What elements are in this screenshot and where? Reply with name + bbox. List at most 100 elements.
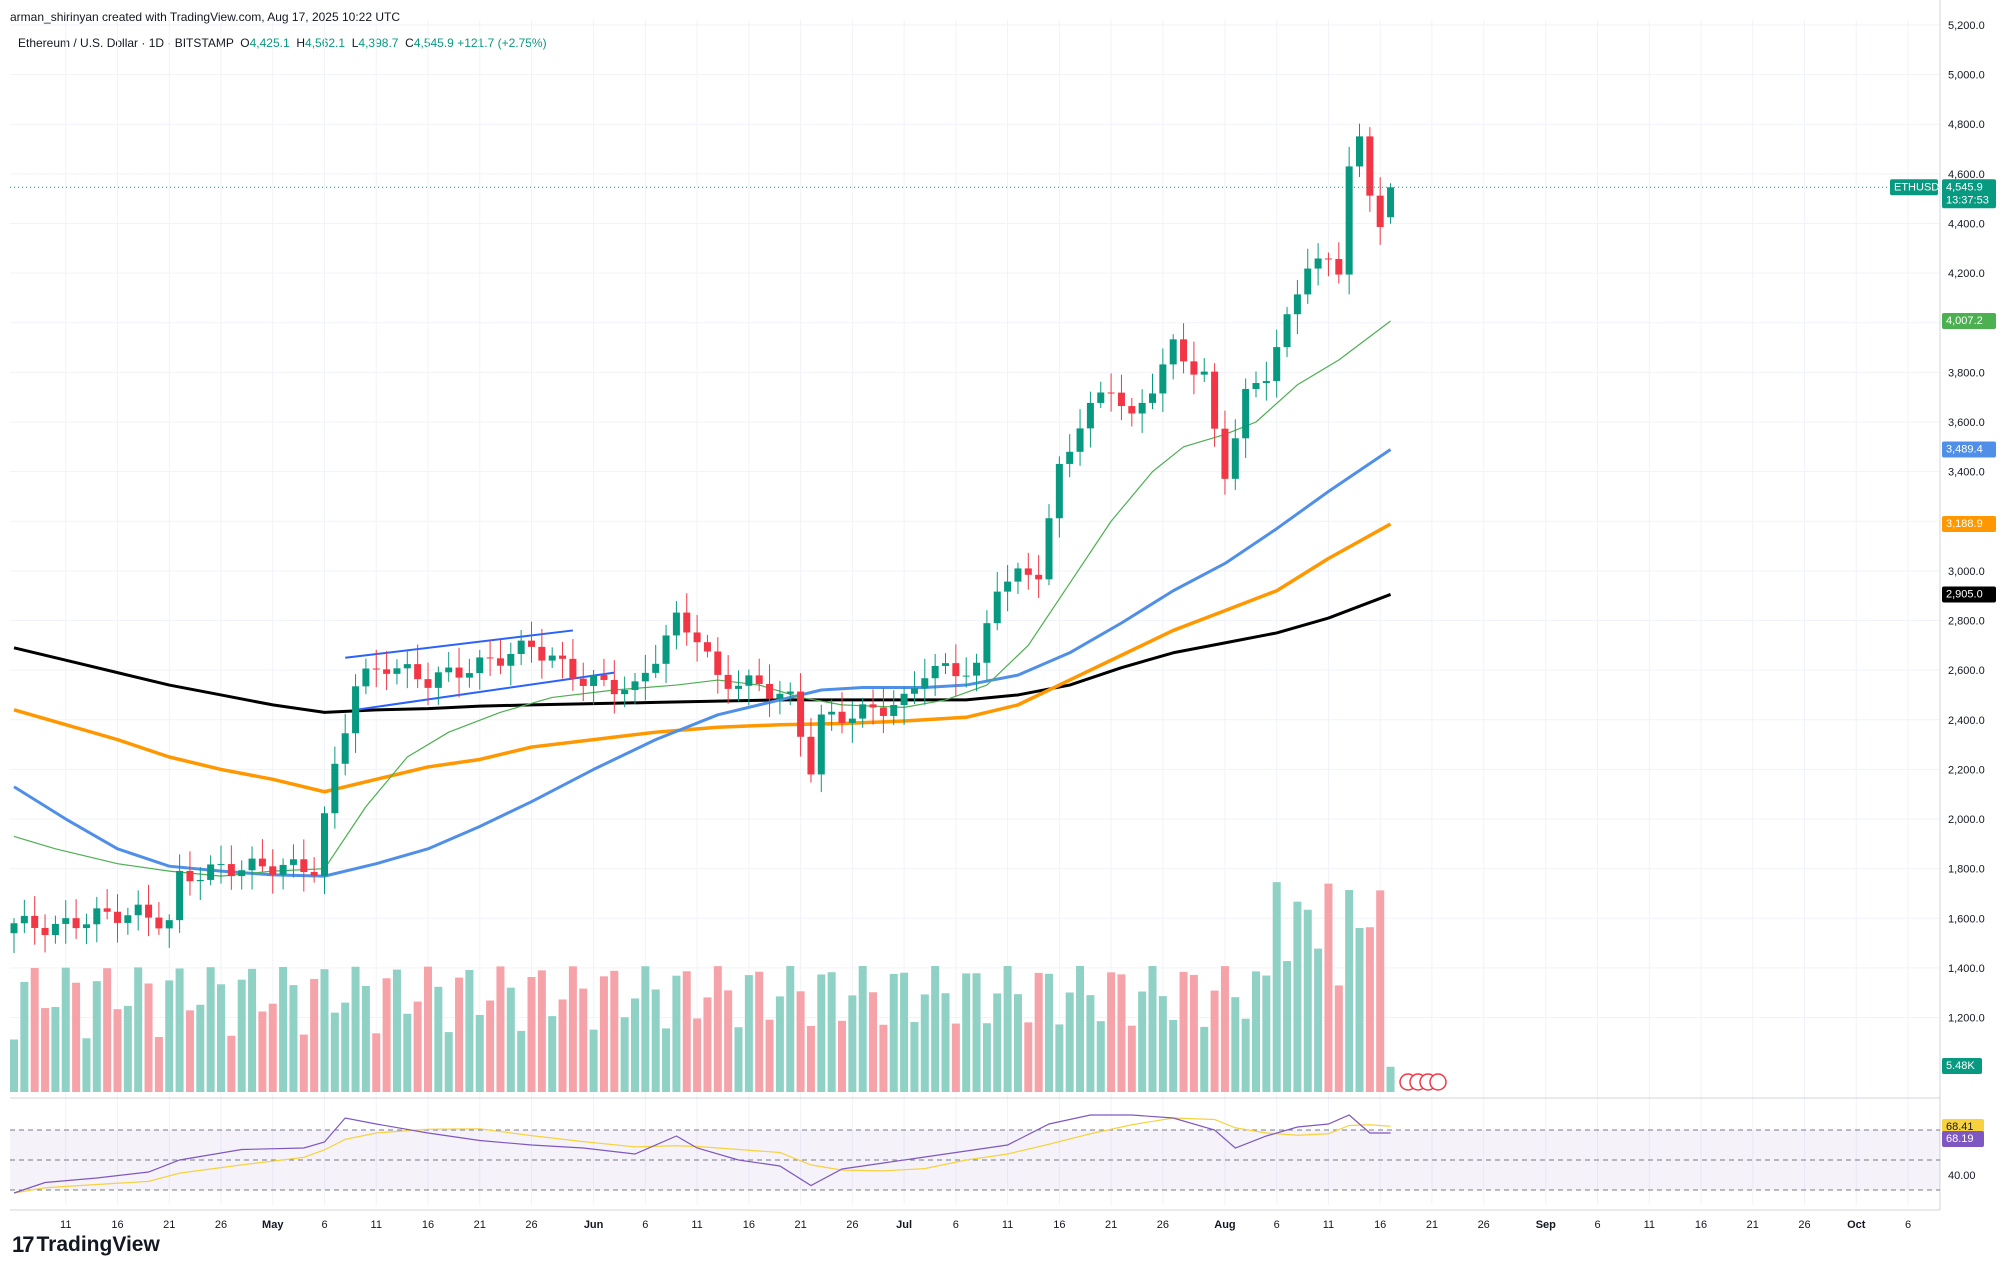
candle-body[interactable]: [341, 733, 349, 764]
candle-body[interactable]: [1335, 259, 1343, 275]
candle-body[interactable]: [1014, 568, 1022, 582]
candle-body[interactable]: [838, 711, 846, 723]
candle-body[interactable]: [114, 911, 121, 923]
candle-body[interactable]: [1128, 406, 1136, 414]
candle-body[interactable]: [424, 679, 432, 688]
candle-body[interactable]: [1149, 393, 1156, 403]
candle-body[interactable]: [82, 924, 90, 929]
candle-body[interactable]: [1345, 166, 1353, 275]
candle-body[interactable]: [900, 693, 908, 706]
candle-body[interactable]: [145, 904, 153, 918]
candle-body[interactable]: [227, 864, 235, 877]
candle-body[interactable]: [1097, 392, 1105, 403]
trendline-1[interactable]: [345, 629, 574, 659]
candle-body[interactable]: [1356, 136, 1363, 167]
candle-body[interactable]: [465, 673, 473, 678]
candle-body[interactable]: [383, 669, 391, 674]
candle-body[interactable]: [517, 640, 525, 654]
candle-body[interactable]: [848, 718, 856, 723]
candle-body[interactable]: [714, 651, 722, 675]
candle-body[interactable]: [1004, 581, 1012, 592]
candle-body[interactable]: [1024, 568, 1032, 575]
candle-body[interactable]: [538, 646, 546, 661]
candle-body[interactable]: [1387, 187, 1395, 218]
candle-body[interactable]: [1283, 314, 1291, 348]
candle-body[interactable]: [321, 813, 328, 876]
candle-body[interactable]: [1045, 518, 1053, 580]
candle-body[interactable]: [786, 691, 794, 694]
candle-body[interactable]: [20, 915, 28, 924]
candle-body[interactable]: [1231, 438, 1239, 479]
candle-body[interactable]: [1273, 347, 1281, 382]
candle-body[interactable]: [921, 678, 929, 689]
candle-body[interactable]: [879, 707, 887, 716]
candle-body[interactable]: [62, 918, 70, 924]
candle-body[interactable]: [962, 675, 970, 677]
candle-body[interactable]: [434, 672, 442, 688]
candle-body[interactable]: [600, 674, 608, 680]
candle-body[interactable]: [279, 864, 287, 875]
candle-body[interactable]: [300, 859, 308, 873]
candle-body[interactable]: [331, 763, 339, 814]
candle-body[interactable]: [807, 736, 815, 775]
candle-body[interactable]: [124, 915, 132, 923]
candle-body[interactable]: [548, 655, 556, 661]
candle-body[interactable]: [776, 693, 784, 699]
candle-body[interactable]: [1117, 392, 1125, 407]
candle-body[interactable]: [1066, 451, 1074, 464]
candle-body[interactable]: [1262, 381, 1270, 384]
candle-body[interactable]: [610, 679, 618, 695]
candle-body[interactable]: [289, 859, 297, 865]
candle-body[interactable]: [672, 612, 680, 636]
candle-body[interactable]: [393, 668, 401, 674]
candle-body[interactable]: [910, 688, 918, 694]
candle-body[interactable]: [41, 927, 49, 936]
candle-body[interactable]: [745, 675, 753, 686]
candle-body[interactable]: [621, 690, 629, 695]
candle-body[interactable]: [1252, 383, 1260, 389]
candle-body[interactable]: [186, 870, 194, 882]
candle-body[interactable]: [1242, 388, 1250, 439]
candle-body[interactable]: [51, 923, 59, 936]
candle-body[interactable]: [196, 879, 204, 882]
candle-body[interactable]: [1138, 402, 1146, 414]
candle-body[interactable]: [703, 642, 711, 652]
candle-body[interactable]: [1221, 428, 1229, 479]
candle-body[interactable]: [217, 864, 225, 866]
candle-body[interactable]: [1211, 371, 1219, 429]
candle-body[interactable]: [1169, 339, 1177, 365]
candle-body[interactable]: [724, 674, 732, 689]
candle-body[interactable]: [1376, 195, 1384, 227]
candle-body[interactable]: [1055, 463, 1063, 519]
candle-body[interactable]: [569, 658, 577, 679]
candle-body[interactable]: [1324, 258, 1332, 260]
candle-body[interactable]: [10, 923, 18, 934]
candle-body[interactable]: [1314, 258, 1322, 269]
candle-body[interactable]: [1366, 136, 1374, 196]
candle-body[interactable]: [372, 668, 380, 670]
candle-body[interactable]: [134, 904, 142, 916]
candle-body[interactable]: [559, 655, 567, 659]
candle-body[interactable]: [683, 612, 691, 633]
candle-body[interactable]: [1159, 364, 1167, 394]
trendline-2[interactable]: [355, 671, 615, 711]
candle-body[interactable]: [1293, 294, 1301, 315]
candle-body[interactable]: [165, 920, 173, 929]
candle-body[interactable]: [72, 918, 80, 929]
candle-body[interactable]: [476, 657, 484, 674]
candle-body[interactable]: [983, 623, 991, 663]
candle-body[interactable]: [1076, 428, 1084, 452]
candle-body[interactable]: [414, 664, 422, 680]
candle-body[interactable]: [258, 858, 266, 867]
event-flag-icon[interactable]: [1429, 1073, 1447, 1091]
candle-body[interactable]: [817, 714, 825, 775]
candle-body[interactable]: [693, 632, 701, 643]
candle-body[interactable]: [993, 591, 1001, 624]
candle-body[interactable]: [766, 683, 774, 699]
candle-body[interactable]: [952, 663, 960, 677]
candle-body[interactable]: [942, 663, 949, 666]
candle-body[interactable]: [248, 858, 256, 871]
candle-body[interactable]: [1107, 392, 1115, 394]
candle-body[interactable]: [828, 711, 836, 715]
candle-body[interactable]: [93, 908, 101, 925]
